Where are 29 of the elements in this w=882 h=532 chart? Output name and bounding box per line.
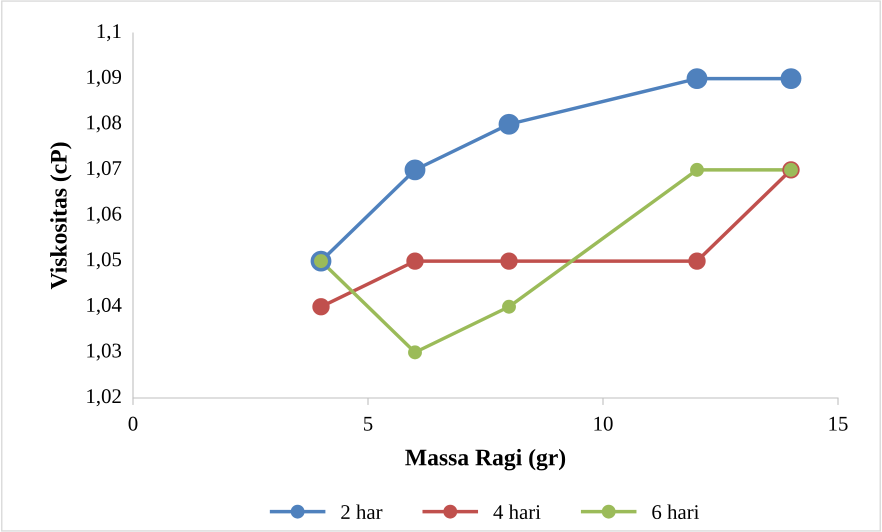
y-tick-label: 1,09 — [87, 70, 122, 87]
point — [406, 252, 424, 270]
x-axis-title: Massa Ragi (gr) — [405, 448, 566, 470]
legend-label: 6 hari — [652, 504, 700, 520]
point — [690, 162, 704, 177]
x-tick-label: 15 — [829, 416, 848, 431]
x-tick-label: 5 — [364, 416, 372, 431]
point — [688, 252, 706, 270]
x-tick-label: 10 — [594, 416, 613, 431]
point — [498, 114, 520, 135]
y-tick-label: 1,02 — [87, 389, 121, 406]
point — [780, 68, 802, 90]
y-tick-label: 1,03 — [87, 344, 122, 361]
point — [312, 298, 330, 316]
legend-label: 4 hari — [493, 504, 541, 520]
y-tick-label: 1,06 — [87, 206, 122, 224]
x-tick-label: 0 — [128, 416, 138, 431]
y-tick-label: 1,08 — [87, 115, 122, 132]
point — [408, 345, 422, 360]
point — [404, 159, 426, 180]
y-tick-label: 1,07 — [87, 161, 122, 178]
y-tick-label: 1,04 — [87, 298, 122, 315]
point — [686, 68, 708, 90]
y-tick-label: 1,1 — [98, 24, 121, 42]
point — [502, 300, 516, 314]
y-axis-title: Viskositas (cP) — [50, 142, 72, 290]
legend-label: 2 har — [341, 504, 382, 520]
point — [500, 252, 518, 270]
y-tick-label: 1,05 — [87, 252, 122, 270]
